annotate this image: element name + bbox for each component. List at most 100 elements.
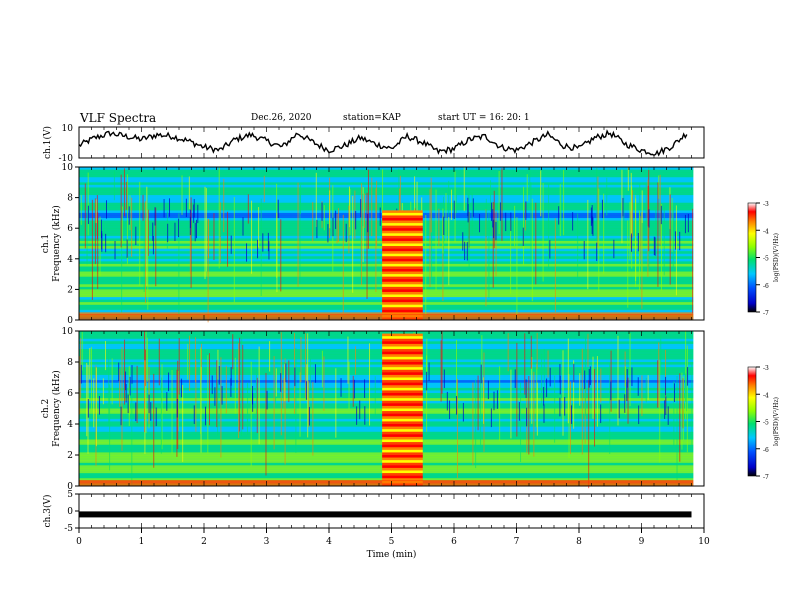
low-power-streak: [495, 221, 497, 241]
impulse-streak: [630, 172, 632, 236]
noise-burst: [382, 240, 423, 244]
impulse-streak: [562, 350, 564, 436]
impulse-streak: [97, 212, 99, 289]
impulse-streak: [510, 369, 512, 439]
low-power-streak: [600, 404, 602, 424]
impulse-streak: [625, 366, 627, 415]
impulse-streak: [442, 215, 444, 302]
frequency-band: [79, 205, 704, 209]
low-power-streak: [262, 233, 264, 252]
panel-y-label: ch.2: [41, 399, 51, 418]
noise-burst: [382, 307, 423, 311]
impulse-streak: [472, 382, 474, 466]
low-power-streak: [308, 406, 310, 426]
impulse-streak: [658, 175, 660, 199]
low-power-streak: [462, 232, 464, 251]
low-power-streak: [125, 371, 127, 391]
low-power-streak: [464, 241, 466, 261]
low-power-streak: [631, 367, 633, 387]
impulse-streak: [284, 364, 286, 402]
impulse-streak: [416, 181, 418, 217]
impulse-streak: [121, 210, 123, 313]
low-power-streak: [571, 405, 573, 424]
impulse-streak: [441, 331, 443, 394]
noise-burst: [382, 374, 423, 378]
impulse-streak: [659, 359, 661, 463]
y-tick-label: 10: [62, 163, 74, 173]
impulse-streak: [641, 212, 643, 277]
impulse-streak: [225, 365, 227, 414]
impulse-streak: [645, 184, 647, 224]
low-power-streak: [487, 380, 489, 400]
impulse-streak: [131, 197, 133, 257]
impulse-streak: [80, 338, 82, 399]
colorbar: [747, 202, 757, 313]
impulse-streak: [155, 207, 157, 287]
low-power-streak: [128, 206, 130, 225]
noise-burst: [382, 442, 423, 445]
impulse-streak: [86, 184, 88, 265]
noise-burst: [382, 243, 423, 247]
frequency-band: [79, 202, 704, 206]
low-power-streak: [592, 217, 594, 236]
noise-burst: [382, 279, 423, 283]
impulse-streak: [288, 360, 290, 403]
low-power-streak: [100, 219, 102, 238]
x-tick-label: 0: [76, 537, 82, 547]
impulse-streak: [543, 349, 545, 398]
noise-burst: [382, 269, 423, 272]
impulse-streak: [579, 373, 581, 406]
low-power-streak: [626, 369, 628, 388]
low-power-streak: [596, 242, 598, 262]
impulse-streak: [661, 204, 663, 291]
low-power-streak: [518, 402, 520, 421]
noise-burst: [382, 395, 423, 399]
impulse-streak: [510, 218, 512, 294]
impulse-streak: [308, 380, 310, 428]
impulse-streak: [299, 372, 301, 437]
impulse-streak: [220, 357, 222, 458]
low-power-streak: [152, 235, 154, 255]
impulse-streak: [256, 377, 258, 434]
impulse-streak: [280, 332, 282, 436]
impulse-streak: [691, 361, 693, 449]
impulse-streak: [247, 194, 249, 224]
low-power-streak: [610, 381, 612, 401]
noise-burst: [382, 359, 423, 363]
low-power-streak: [631, 233, 633, 252]
impulse-streak: [269, 341, 271, 372]
impulse-streak: [374, 376, 376, 416]
impulse-streak: [485, 198, 487, 238]
noise-burst: [382, 369, 423, 373]
low-power-streak: [155, 407, 157, 427]
impulse-streak: [639, 210, 641, 291]
impulse-streak: [158, 338, 160, 386]
impulse-streak: [280, 219, 282, 292]
noise-burst: [382, 449, 423, 453]
impulse-streak: [263, 175, 265, 202]
low-power-streak: [525, 379, 527, 398]
low-power-streak: [167, 223, 169, 243]
low-power-streak: [679, 231, 681, 251]
noise-burst: [382, 253, 423, 257]
low-power-streak: [584, 370, 586, 390]
impulse-streak: [673, 381, 675, 446]
impulse-streak: [430, 177, 432, 233]
impulse-streak: [146, 186, 148, 286]
impulse-streak: [598, 188, 600, 292]
y-tick-label: 8: [67, 358, 73, 368]
impulse-streak: [679, 373, 681, 462]
impulse-streak: [585, 337, 587, 417]
low-power-streak: [591, 205, 593, 224]
impulse-streak: [655, 205, 657, 257]
impulse-streak: [275, 368, 277, 397]
impulse-streak: [194, 337, 196, 382]
impulse-streak: [645, 377, 647, 403]
impulse-streak: [480, 367, 482, 448]
impulse-streak: [570, 381, 572, 455]
low-power-streak: [426, 371, 428, 391]
impulse-streak: [348, 205, 350, 254]
panel-frame: [78, 493, 705, 529]
low-power-streak: [148, 394, 150, 414]
low-power-streak: [193, 405, 195, 424]
